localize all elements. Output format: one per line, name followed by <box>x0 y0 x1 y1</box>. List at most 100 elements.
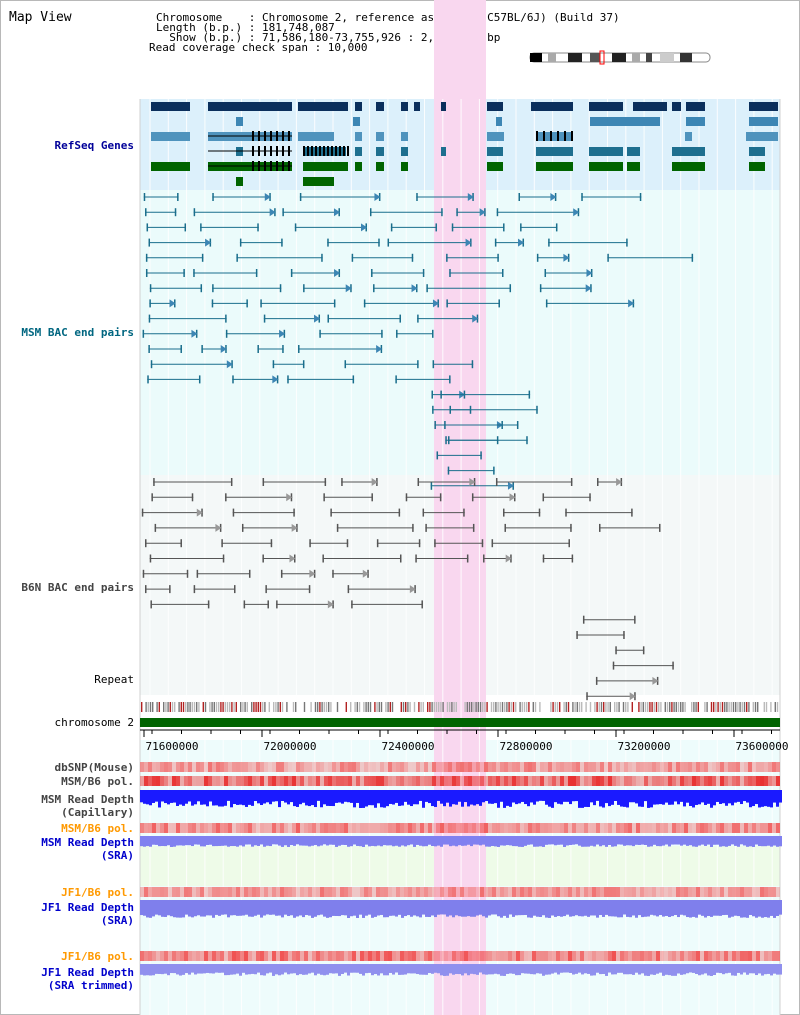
depth-bar <box>191 964 194 973</box>
gene-feature <box>589 102 623 111</box>
dbsnp-cell <box>748 762 752 772</box>
repeat-feature <box>726 702 728 712</box>
jf1-pol-cell <box>248 951 252 961</box>
depth-bar <box>713 790 716 806</box>
jf1-pol-cell <box>740 951 744 961</box>
msm-pol-cell <box>452 776 456 786</box>
gene-feature <box>686 102 705 111</box>
depth-bar <box>728 790 731 804</box>
depth-bar <box>557 836 560 845</box>
depth-bar <box>662 790 665 805</box>
jf1-pol-cell <box>404 951 408 961</box>
dbsnp-cell <box>544 762 548 772</box>
msm-pol-cell <box>216 776 220 786</box>
depth-bar <box>386 836 389 846</box>
jf1-pol-cell <box>384 951 388 961</box>
msm-pol-cell <box>424 823 428 833</box>
gene-exon <box>571 131 573 141</box>
depth-bar <box>335 790 338 803</box>
bac-end <box>145 253 148 262</box>
msm-pol-cell <box>620 823 624 833</box>
depth-bar <box>314 900 317 917</box>
depth-bar <box>401 900 404 918</box>
jf1-pol-cell <box>140 951 144 961</box>
depth-bar <box>347 790 350 803</box>
repeat-feature <box>618 702 620 712</box>
repeat-feature <box>567 702 570 712</box>
bac-end <box>336 523 339 532</box>
depth-bar <box>197 900 200 916</box>
jf1-pol-cell <box>688 887 692 897</box>
jf1-pol-cell <box>416 887 420 897</box>
msm-pol-cell <box>732 823 736 833</box>
depth-bar <box>767 964 770 974</box>
msm-pol-cell <box>736 776 740 786</box>
msm-pol-cell <box>424 776 428 786</box>
depth-bar <box>374 790 377 808</box>
depth-bar <box>458 836 461 846</box>
msm-pol-cell <box>660 776 664 786</box>
depth-bar <box>692 836 695 847</box>
bac-end <box>262 478 265 486</box>
msm-pol-cell <box>172 823 176 833</box>
bac-end <box>149 299 151 308</box>
bac-end <box>615 646 617 655</box>
depth-bar <box>737 964 740 973</box>
depth-bar <box>164 790 167 804</box>
jf1-pol-cell <box>464 951 468 961</box>
depth-bar <box>281 964 284 975</box>
repeat-feature <box>752 702 754 712</box>
dbsnp-cell <box>324 762 328 772</box>
depth-bar <box>509 964 512 974</box>
msm-pol-cell <box>484 776 488 786</box>
jf1-pol-cell <box>264 951 268 961</box>
dbsnp-cell <box>196 762 200 772</box>
depth-bar <box>593 964 596 976</box>
bac-end <box>431 390 433 399</box>
chromosome-ideogram[interactable] <box>529 50 711 65</box>
depth-bar <box>680 964 683 975</box>
jf1-pol-cell <box>368 951 372 961</box>
depth-bar <box>158 836 161 847</box>
depth-bar <box>197 836 200 845</box>
msm-pol-cell <box>140 823 144 833</box>
depth-bar <box>374 836 377 847</box>
msm-pol-cell <box>532 776 536 786</box>
repeat-feature <box>556 702 559 712</box>
depth-bar <box>332 900 335 916</box>
depth-bar <box>743 836 746 846</box>
repeat-feature <box>413 702 416 712</box>
bac-end <box>691 253 694 262</box>
dbsnp-cell <box>276 762 280 772</box>
depth-bar <box>641 900 644 918</box>
gene-exon <box>264 161 266 171</box>
depth-bar <box>698 790 701 805</box>
depth-bar <box>212 836 215 847</box>
depth-bar <box>314 790 317 808</box>
depth-bar <box>731 900 734 917</box>
jf1-pol-cell <box>304 887 308 897</box>
bac-end <box>276 600 278 609</box>
gene-exon <box>264 146 266 156</box>
b6n-bac-end-pairs[interactable] <box>141 478 674 701</box>
depth-bar <box>647 836 650 847</box>
bac-end <box>504 523 506 532</box>
jf1-pol-cell <box>708 951 712 961</box>
bac-end <box>321 253 323 262</box>
bac-end <box>145 539 147 548</box>
depth-bar <box>314 836 317 846</box>
depth-bar <box>440 836 443 847</box>
depth-bar <box>449 790 452 807</box>
repeat-feature <box>770 702 772 712</box>
msm-bac-end-pairs[interactable] <box>142 193 694 490</box>
depth-bar <box>488 790 491 804</box>
depth-bar <box>479 790 482 806</box>
refseq-genes[interactable] <box>151 102 778 186</box>
depth-bar <box>590 964 593 976</box>
depth-bar <box>497 836 500 847</box>
depth-bar <box>224 900 227 915</box>
msm-pol-cell <box>148 776 152 786</box>
gene-feature <box>236 177 243 186</box>
depth-bar <box>626 836 629 846</box>
gene-feature <box>441 147 446 156</box>
